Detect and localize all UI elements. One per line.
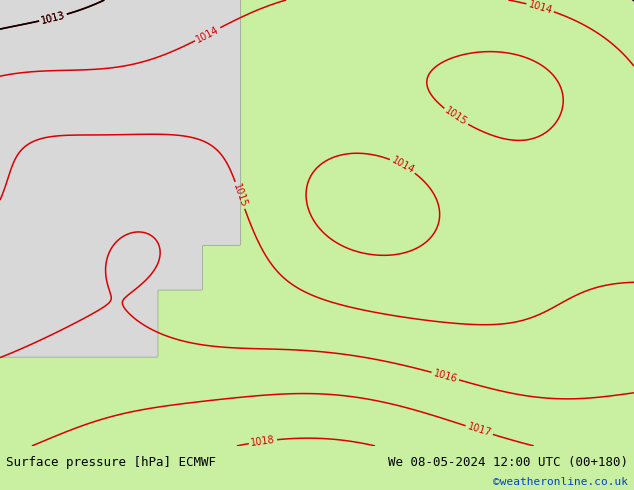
Text: 1015: 1015 (443, 106, 469, 128)
Text: 1015: 1015 (231, 182, 249, 209)
Text: 1017: 1017 (466, 421, 493, 439)
Text: 1018: 1018 (250, 435, 276, 448)
Text: We 08-05-2024 12:00 UTC (00+180): We 08-05-2024 12:00 UTC (00+180) (387, 456, 628, 469)
Text: 1014: 1014 (195, 24, 221, 45)
Text: 1013: 1013 (40, 10, 66, 25)
Text: Surface pressure [hPa] ECMWF: Surface pressure [hPa] ECMWF (6, 456, 216, 469)
Text: 1013: 1013 (40, 10, 66, 25)
Text: 1016: 1016 (432, 368, 458, 384)
Text: ©weatheronline.co.uk: ©weatheronline.co.uk (493, 477, 628, 487)
Text: 1014: 1014 (527, 0, 553, 16)
Text: 1014: 1014 (390, 155, 416, 176)
